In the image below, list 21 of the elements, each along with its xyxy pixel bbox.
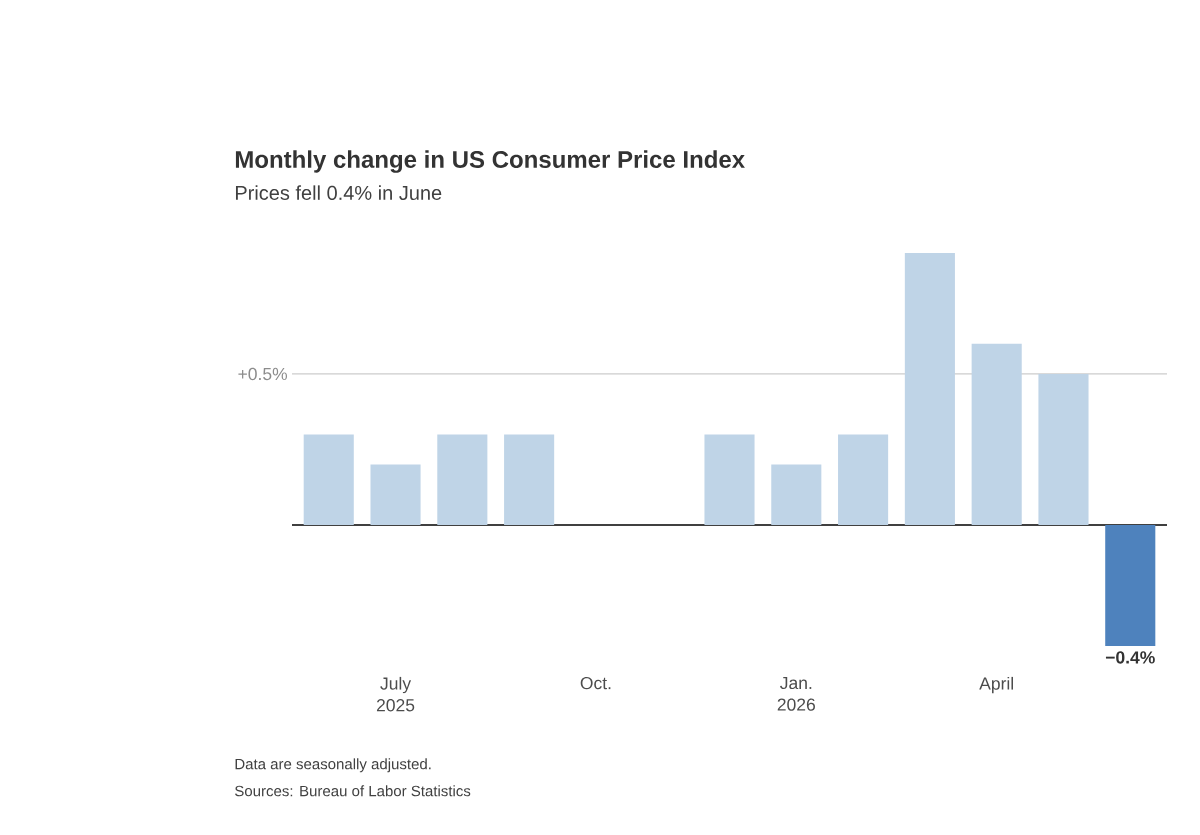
x-tick-label: July 2025 — [376, 676, 415, 712]
chart-subtitle: Prices fell 0.4% in June — [235, 185, 442, 200]
bar — [1105, 525, 1156, 646]
bar — [904, 253, 955, 526]
bar — [1038, 373, 1089, 526]
bar — [704, 434, 755, 526]
x-tick-label: April — [979, 676, 1014, 694]
bar — [838, 434, 889, 526]
bar — [437, 434, 488, 526]
text: Data are seasonally adjusted. — [235, 758, 431, 773]
x-tick-label: Jan. 2026 — [777, 676, 815, 711]
data-label: −0.4% — [1105, 651, 1155, 664]
bar — [370, 464, 421, 526]
bar — [971, 343, 1022, 526]
source-note: Sources: Bureau of Labor Statistics — [235, 785, 471, 797]
chart-title: Monthly change in US Consumer Price Index — [235, 150, 745, 173]
ref-line-label: +0.5% — [238, 367, 288, 381]
bar — [771, 464, 822, 526]
bar — [504, 434, 555, 526]
x-tick-label: Oct. — [580, 676, 611, 690]
bar — [303, 434, 354, 526]
